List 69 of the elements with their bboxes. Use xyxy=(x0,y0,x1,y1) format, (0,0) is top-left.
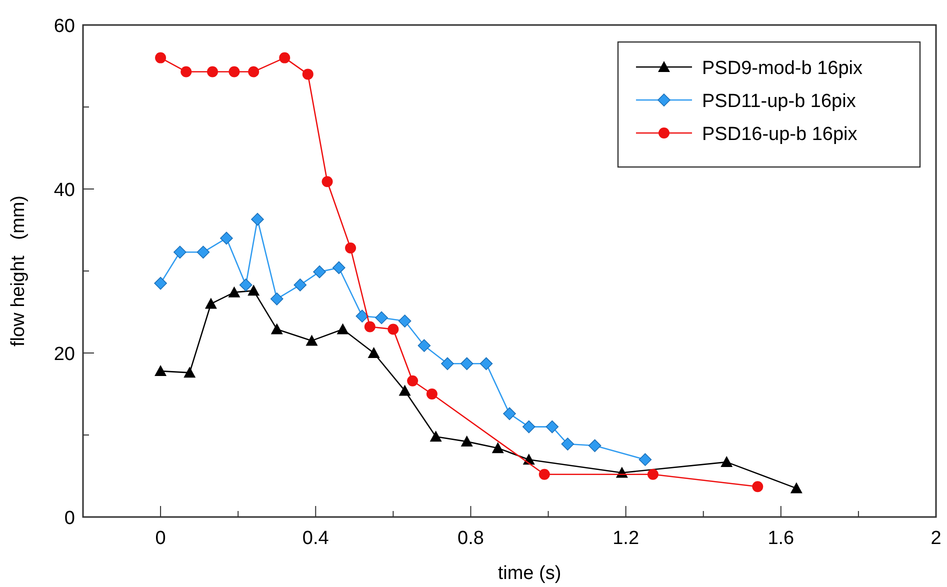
point xyxy=(270,323,283,334)
x-tick-label: 0 xyxy=(155,528,166,549)
y-tick-label: 20 xyxy=(54,344,75,365)
point xyxy=(720,456,733,468)
point xyxy=(248,284,260,296)
point xyxy=(538,468,550,480)
point xyxy=(270,292,284,306)
x-tick-label: 1.6 xyxy=(768,528,794,549)
point xyxy=(368,347,380,358)
point xyxy=(407,375,418,386)
point xyxy=(345,242,356,254)
point xyxy=(398,384,411,396)
point xyxy=(184,366,196,378)
legend-label: PSD16-up-b 16pix xyxy=(702,124,858,145)
point xyxy=(248,66,260,78)
point xyxy=(647,468,658,480)
point xyxy=(398,314,412,328)
x-axis-title: time (s) xyxy=(498,563,562,584)
point xyxy=(460,357,474,370)
point xyxy=(790,482,802,494)
point xyxy=(251,212,264,226)
point xyxy=(196,246,210,259)
point xyxy=(546,420,559,434)
point xyxy=(228,66,240,78)
point xyxy=(430,430,442,442)
point xyxy=(364,321,376,332)
point xyxy=(155,52,166,64)
point xyxy=(220,232,233,245)
point xyxy=(388,324,399,335)
point xyxy=(638,453,652,466)
point xyxy=(460,436,473,447)
point xyxy=(375,311,388,324)
point xyxy=(588,439,602,452)
point xyxy=(441,357,454,370)
point xyxy=(503,407,516,420)
y-tick-label: 0 xyxy=(64,508,75,529)
x-tick-label: 0.4 xyxy=(302,528,330,549)
point xyxy=(207,66,218,78)
point xyxy=(279,52,290,64)
point xyxy=(336,323,349,334)
x-tick-label: 0.8 xyxy=(458,528,484,549)
point xyxy=(306,334,318,346)
point xyxy=(418,339,431,352)
point xyxy=(313,265,326,278)
point xyxy=(480,357,493,370)
point xyxy=(522,420,536,434)
point xyxy=(180,66,192,78)
point xyxy=(492,442,504,454)
point xyxy=(302,68,314,80)
point xyxy=(322,176,333,188)
point xyxy=(228,286,240,298)
y-axis-title: flow height (mm) xyxy=(8,196,29,346)
point xyxy=(154,276,167,290)
y-tick-label: 40 xyxy=(54,180,75,201)
point xyxy=(174,246,186,259)
point xyxy=(294,278,307,292)
legend-label: PSD11-up-b 16pix xyxy=(702,91,856,112)
point xyxy=(561,438,574,450)
point xyxy=(426,388,438,400)
y-tick-label: 60 xyxy=(54,16,75,37)
x-tick-label: 1.2 xyxy=(612,528,640,549)
point xyxy=(356,310,369,322)
x-tick-label: 2 xyxy=(930,528,942,549)
legend-label: PSD9-mod-b 16pix xyxy=(702,58,864,79)
point xyxy=(154,365,167,376)
point xyxy=(332,261,346,274)
point xyxy=(239,278,252,292)
point xyxy=(752,481,764,492)
point xyxy=(204,298,217,309)
